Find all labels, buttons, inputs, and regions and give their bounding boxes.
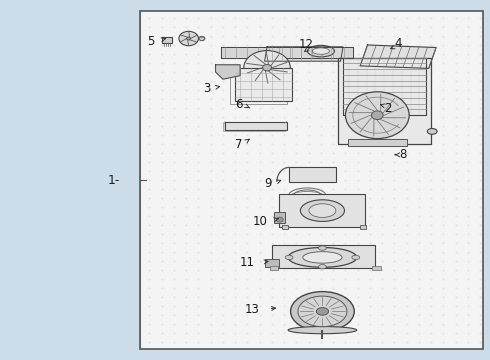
Ellipse shape <box>371 111 383 120</box>
Ellipse shape <box>276 217 283 222</box>
Text: 13: 13 <box>245 303 260 316</box>
Text: 3: 3 <box>203 82 211 95</box>
Bar <box>338 58 431 144</box>
Bar <box>265 259 279 267</box>
Bar <box>270 266 278 270</box>
Text: 2: 2 <box>385 102 392 114</box>
Text: 9: 9 <box>265 177 272 190</box>
Ellipse shape <box>318 246 326 250</box>
Bar <box>348 139 407 146</box>
Text: 8: 8 <box>399 148 407 161</box>
Bar <box>274 212 285 223</box>
Ellipse shape <box>298 296 347 327</box>
Ellipse shape <box>300 200 344 221</box>
Polygon shape <box>360 45 436 68</box>
Ellipse shape <box>427 129 437 134</box>
Ellipse shape <box>308 45 335 57</box>
Text: 5: 5 <box>147 35 154 48</box>
Bar <box>230 71 287 104</box>
Ellipse shape <box>285 255 293 260</box>
Bar <box>272 245 375 268</box>
Polygon shape <box>216 65 240 79</box>
Ellipse shape <box>291 292 354 331</box>
Text: 10: 10 <box>252 215 267 228</box>
Bar <box>162 37 172 43</box>
Ellipse shape <box>313 48 330 54</box>
Polygon shape <box>265 47 343 61</box>
Text: 7: 7 <box>235 138 243 150</box>
Ellipse shape <box>345 92 409 139</box>
Bar <box>225 122 287 130</box>
Ellipse shape <box>309 204 336 217</box>
Ellipse shape <box>288 248 357 267</box>
Bar <box>282 225 288 229</box>
Ellipse shape <box>263 64 271 71</box>
Text: 4: 4 <box>394 37 402 50</box>
Bar <box>360 225 366 229</box>
Bar <box>223 123 285 131</box>
Ellipse shape <box>318 265 326 269</box>
Ellipse shape <box>303 252 342 263</box>
Bar <box>279 194 365 227</box>
Ellipse shape <box>244 50 290 85</box>
Ellipse shape <box>352 255 360 260</box>
Text: 1-: 1- <box>108 174 120 186</box>
Bar <box>372 266 381 270</box>
Ellipse shape <box>317 307 329 315</box>
Ellipse shape <box>288 327 357 334</box>
Text: 12: 12 <box>298 39 314 51</box>
Ellipse shape <box>187 37 191 40</box>
Text: 6: 6 <box>235 98 243 111</box>
Polygon shape <box>220 47 353 58</box>
Ellipse shape <box>179 31 198 46</box>
Ellipse shape <box>199 36 205 41</box>
Text: 11: 11 <box>240 256 255 269</box>
Bar <box>140 11 483 349</box>
Bar <box>289 167 336 182</box>
Bar <box>235 68 292 101</box>
Polygon shape <box>343 58 426 115</box>
